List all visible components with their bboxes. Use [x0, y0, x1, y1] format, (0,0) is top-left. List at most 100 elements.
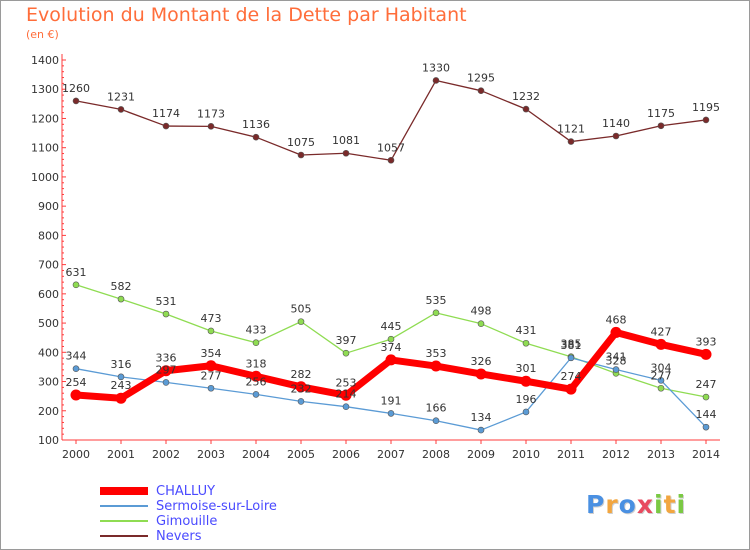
data-label: 134 — [471, 411, 492, 424]
data-label: 256 — [246, 375, 267, 388]
data-label: 316 — [111, 358, 132, 371]
logo-letter: P — [586, 490, 606, 519]
data-label: 1295 — [467, 72, 495, 85]
x-tick-label: 2002 — [152, 448, 180, 461]
data-point — [657, 122, 665, 130]
data-label: 433 — [246, 324, 267, 337]
legend-swatch — [100, 520, 148, 522]
data-label: 505 — [291, 303, 312, 316]
logo-letter: o — [618, 490, 637, 519]
data-label: 473 — [201, 312, 222, 325]
y-tick-label: 400 — [38, 346, 59, 359]
y-tick-label: 1000 — [31, 171, 59, 184]
data-label: 282 — [291, 368, 312, 381]
logo-letter: t — [663, 490, 677, 519]
data-label: 144 — [696, 408, 717, 421]
data-label: 191 — [381, 394, 402, 407]
data-point — [657, 377, 665, 384]
data-point — [250, 370, 262, 382]
legend-swatch — [100, 487, 148, 495]
x-tick-label: 2006 — [332, 448, 360, 461]
data-label: 254 — [66, 376, 87, 389]
y-tick-label: 500 — [38, 317, 59, 330]
y-tick-label: 200 — [38, 405, 59, 418]
data-point — [567, 354, 575, 362]
legend-label: Nevers — [156, 529, 202, 544]
legend-swatch — [100, 535, 148, 537]
x-tick-label: 2011 — [557, 448, 585, 461]
data-label: 301 — [516, 362, 537, 375]
data-point — [612, 132, 620, 140]
data-point — [657, 384, 665, 392]
data-label: 166 — [426, 402, 447, 415]
data-point — [430, 360, 442, 372]
data-point — [297, 151, 305, 159]
data-point — [387, 335, 395, 343]
data-label: 1173 — [197, 107, 225, 120]
x-tick-label: 2012 — [602, 448, 630, 461]
data-label: 582 — [111, 280, 132, 293]
data-point — [522, 408, 530, 416]
data-point — [117, 106, 125, 113]
data-label: 1175 — [647, 107, 675, 120]
data-point — [432, 77, 440, 84]
chart-subtitle: (en €) — [26, 28, 59, 41]
data-label: 374 — [381, 341, 402, 354]
x-tick-label: 2010 — [512, 448, 540, 461]
data-label: 277 — [651, 369, 672, 382]
data-label: 336 — [156, 352, 177, 365]
x-tick-label: 2000 — [62, 448, 90, 461]
data-point — [567, 138, 575, 145]
data-point — [342, 149, 350, 157]
y-tick-label: 1200 — [31, 112, 59, 125]
x-tick-label: 2001 — [107, 448, 135, 461]
data-point — [385, 354, 397, 366]
data-point — [117, 295, 125, 303]
data-label: 1121 — [557, 123, 585, 136]
data-label: 1075 — [287, 136, 315, 149]
x-tick-label: 2008 — [422, 448, 450, 461]
data-point — [340, 389, 352, 401]
data-label: 243 — [111, 379, 132, 392]
data-point — [522, 339, 530, 347]
data-point — [252, 391, 260, 398]
data-label: 498 — [471, 305, 492, 318]
data-label: 318 — [246, 357, 267, 370]
data-label: 427 — [651, 325, 672, 338]
y-tick-label: 1400 — [31, 54, 59, 67]
data-label: 385 — [561, 338, 582, 351]
data-point — [477, 87, 485, 94]
data-point — [702, 116, 710, 124]
legend-label: Sermoise-sur-Loire — [156, 499, 277, 514]
data-point — [252, 339, 260, 346]
x-tick-label: 2014 — [692, 448, 720, 461]
data-point — [702, 423, 710, 431]
data-label: 1174 — [152, 107, 180, 120]
data-label: 214 — [336, 388, 357, 401]
data-label: 1195 — [692, 101, 720, 114]
x-tick-label: 2005 — [287, 448, 315, 461]
data-label: 277 — [201, 369, 222, 382]
data-point — [477, 426, 485, 434]
data-label: 328 — [606, 354, 627, 367]
logo-letter: x — [636, 490, 654, 519]
data-label: 297 — [156, 363, 177, 376]
data-point — [565, 383, 577, 395]
data-point — [162, 379, 170, 386]
data-label: 631 — [66, 266, 87, 279]
data-point — [207, 327, 215, 335]
data-label: 326 — [471, 355, 492, 368]
data-point — [162, 122, 170, 130]
data-point — [432, 417, 440, 425]
data-point — [432, 309, 440, 317]
data-point — [520, 375, 532, 387]
data-point — [387, 156, 395, 164]
data-label: 397 — [336, 334, 357, 347]
data-point — [522, 105, 530, 113]
data-point — [205, 360, 217, 372]
logo-letter: i — [676, 490, 687, 519]
chart-title: Evolution du Montant de la Dette par Hab… — [26, 4, 467, 26]
data-point — [342, 349, 350, 357]
data-label: 1232 — [512, 90, 540, 103]
